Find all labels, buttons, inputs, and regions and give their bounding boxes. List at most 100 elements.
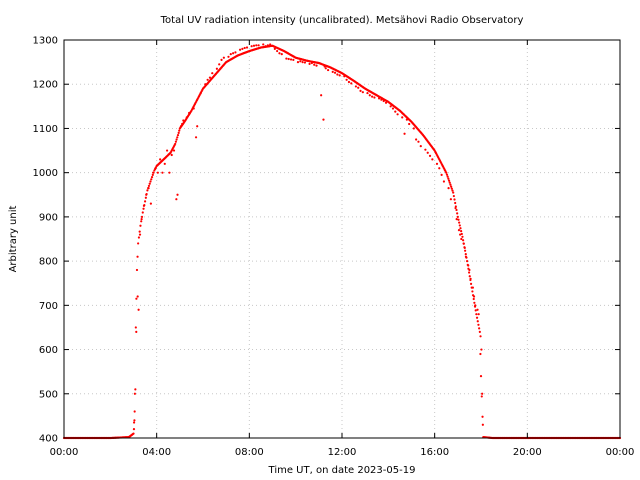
- data-point: [460, 232, 463, 236]
- data-point: [176, 136, 179, 139]
- data-point: [322, 118, 325, 121]
- data-point: [163, 162, 166, 165]
- data-point: [475, 316, 479, 319]
- data-point: [262, 43, 265, 46]
- data-point: [481, 423, 484, 426]
- data-point: [133, 410, 136, 413]
- data-point: [150, 175, 154, 179]
- data-point: [292, 58, 295, 62]
- data-point: [371, 95, 374, 98]
- data-point: [449, 183, 452, 186]
- data-point: [458, 221, 461, 224]
- data-point: [185, 116, 188, 119]
- data-point: [150, 178, 153, 181]
- data-point: [220, 58, 223, 62]
- data-point: [415, 138, 418, 141]
- data-point: [428, 154, 432, 157]
- data-point: [336, 73, 339, 76]
- data-point: [151, 173, 154, 176]
- data-point: [176, 193, 179, 196]
- data-point: [232, 52, 235, 55]
- data-point: [310, 61, 313, 65]
- data-point: [174, 142, 177, 146]
- data-point: [264, 45, 267, 48]
- data-point: [451, 189, 454, 192]
- data-point: [469, 277, 472, 280]
- data-point: [347, 80, 351, 84]
- data-point: [170, 153, 173, 157]
- data-point: [476, 308, 479, 311]
- data-point: [141, 211, 144, 214]
- data-point: [245, 46, 249, 49]
- data-point: [276, 49, 279, 53]
- data-point: [188, 111, 191, 115]
- y-tick-label: 700: [39, 301, 58, 312]
- data-point: [331, 70, 334, 73]
- data-point: [452, 194, 455, 198]
- data-point: [159, 158, 162, 161]
- data-point: [447, 177, 450, 180]
- data-point: [479, 335, 482, 338]
- data-point: [238, 48, 242, 51]
- x-tick-label: 08:00: [235, 447, 264, 458]
- data-point: [145, 193, 148, 196]
- data-point: [196, 125, 199, 128]
- data-point: [192, 107, 195, 110]
- data-point: [455, 218, 458, 221]
- data-point: [243, 46, 246, 50]
- data-point: [308, 62, 311, 65]
- data-point: [177, 131, 180, 134]
- data-point: [194, 136, 198, 139]
- data-point: [172, 149, 176, 152]
- data-point: [478, 330, 481, 333]
- data-point: [142, 204, 146, 207]
- data-point: [218, 63, 221, 66]
- data-point: [373, 96, 376, 99]
- grid-layer: [63, 39, 621, 439]
- data-point: [152, 171, 155, 174]
- data-point: [327, 68, 330, 72]
- data-point: [320, 94, 323, 97]
- data-point: [181, 122, 184, 126]
- data-point: [477, 313, 480, 316]
- x-axis-label: Time UT, on date 2023-05-19: [268, 465, 416, 476]
- data-point: [285, 57, 288, 60]
- data-point: [460, 230, 463, 233]
- data-point: [136, 295, 139, 298]
- data-point: [479, 352, 482, 356]
- data-point: [178, 129, 181, 132]
- data-point: [448, 181, 451, 184]
- data-point: [137, 308, 140, 311]
- data-point: [227, 55, 230, 58]
- data-point: [447, 187, 450, 190]
- data-point: [176, 133, 180, 137]
- y-tick-label: 400: [39, 434, 58, 445]
- axis-ticks: 00:00 04:00 08:00 12:00 16:00 20:00 00:00 400 50…: [33, 36, 635, 459]
- y-tick-label: 1200: [33, 80, 58, 91]
- data-point: [454, 206, 457, 210]
- data-point: [460, 237, 463, 241]
- plot-frame: [63, 39, 621, 439]
- data-point: [450, 185, 453, 188]
- data-point: [168, 171, 171, 174]
- data-point: [481, 392, 484, 395]
- y-tick-label: 800: [39, 257, 58, 268]
- data-point: [134, 388, 137, 391]
- data-point: [133, 419, 136, 422]
- data-point: [391, 107, 395, 110]
- data-point: [149, 180, 152, 183]
- data-point: [135, 297, 138, 300]
- data-point: [468, 268, 471, 272]
- data-point: [303, 61, 307, 64]
- data-point: [476, 320, 479, 323]
- data-point: [442, 180, 446, 183]
- data-point: [464, 249, 467, 252]
- data-point: [445, 171, 448, 174]
- data-point: [135, 268, 139, 272]
- data-point: [368, 94, 371, 97]
- data-point: [199, 91, 202, 95]
- data-point: [424, 148, 427, 151]
- data-point: [361, 91, 364, 94]
- data-point: [289, 58, 293, 61]
- data-point: [463, 246, 466, 249]
